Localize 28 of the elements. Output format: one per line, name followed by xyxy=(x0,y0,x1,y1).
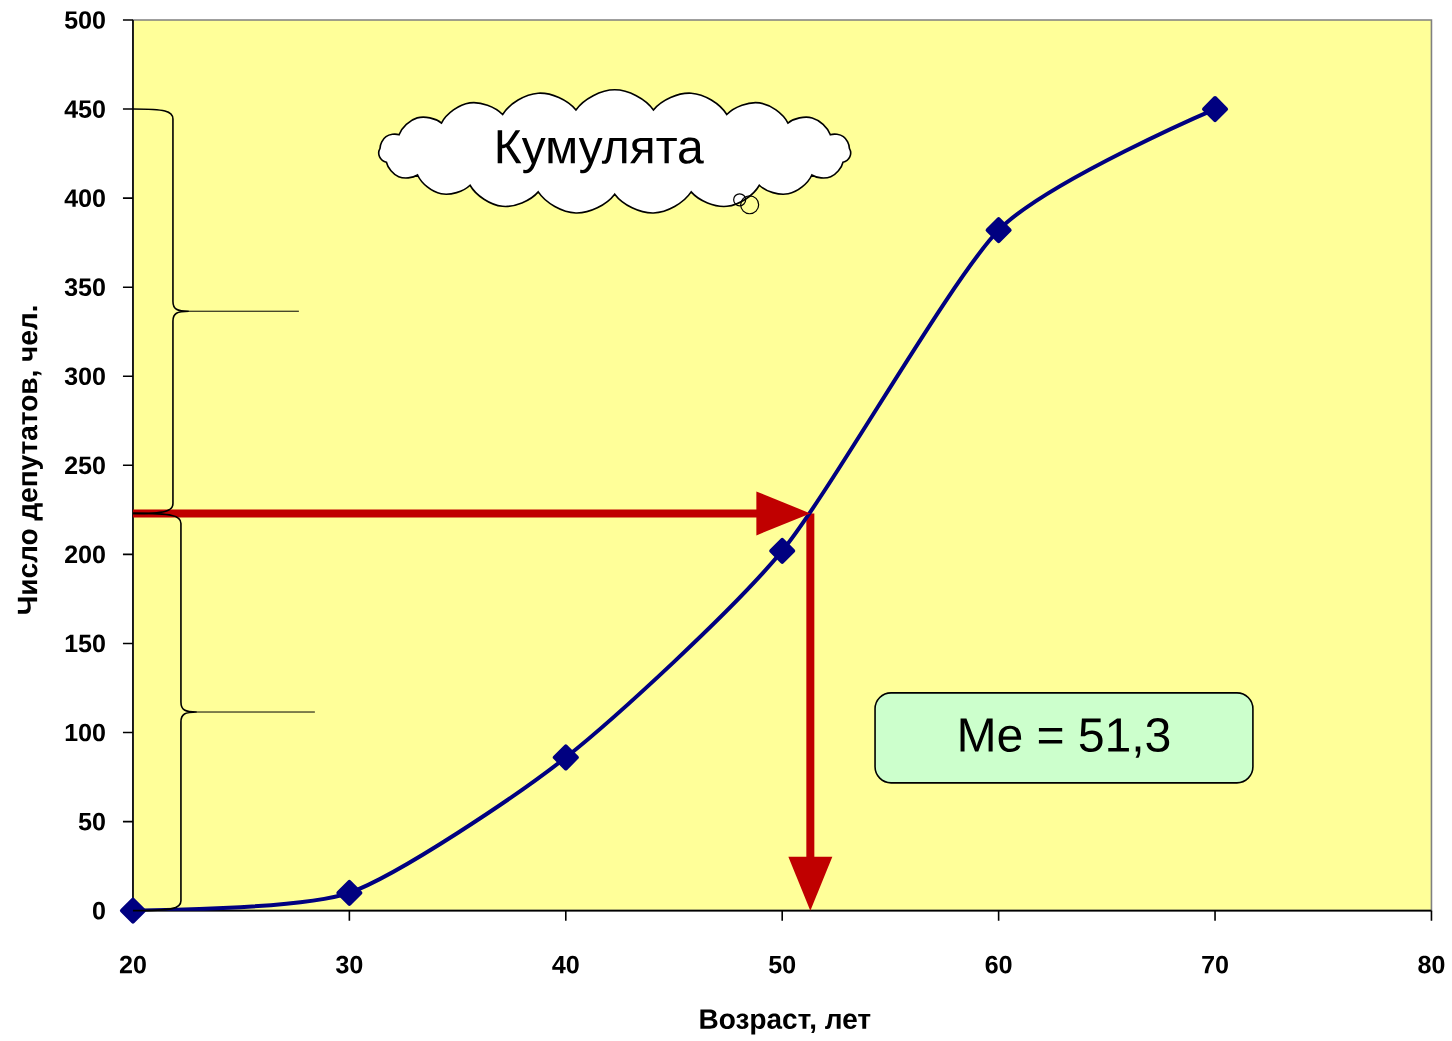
y-tick-label: 150 xyxy=(65,634,105,653)
point xyxy=(552,744,579,771)
point xyxy=(336,879,363,906)
y-tick-label: 250 xyxy=(65,456,105,475)
x-axis-title: Возраст, лет xyxy=(700,1009,871,1035)
x-tick-label: 30 xyxy=(336,955,363,974)
x-tick-label: 20 xyxy=(119,955,146,974)
y-tick-label: 300 xyxy=(64,367,105,386)
y-tick-label: 450 xyxy=(64,100,105,118)
x-tick-label: 40 xyxy=(552,955,579,974)
point xyxy=(119,897,146,924)
point xyxy=(985,217,1012,244)
y-tick-label: 350 xyxy=(64,278,105,296)
point xyxy=(1202,95,1229,122)
y-tick-label: 500 xyxy=(64,11,105,29)
x-tick-label: 50 xyxy=(769,955,796,974)
y-tick-label: 400 xyxy=(64,189,105,207)
annotation: Me = 51,3 xyxy=(960,717,1170,758)
x-tick-label: 70 xyxy=(1202,955,1228,974)
point xyxy=(769,537,796,564)
y-tick-label: 200 xyxy=(65,545,105,564)
y-tick-label: 100 xyxy=(65,723,105,742)
y-tick-label: 0 xyxy=(93,901,105,920)
y-axis-title: Число депутатов, чел. xyxy=(17,306,43,614)
text: Кумулята xyxy=(497,130,704,174)
x-tick-label: 80 xyxy=(1418,955,1445,974)
x-tick-label: 60 xyxy=(985,955,1012,974)
y-tick-label: 50 xyxy=(78,812,105,831)
